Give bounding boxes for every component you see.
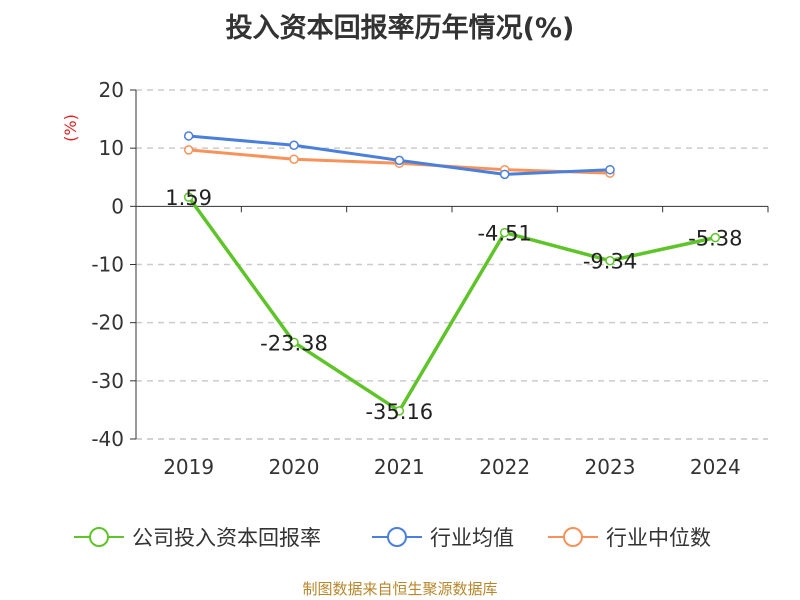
y-axis-label: (%) xyxy=(61,114,80,142)
series-line-0 xyxy=(187,196,716,413)
data-point xyxy=(394,155,405,166)
legend-marker-icon xyxy=(74,527,124,547)
legend-label: 行业均值 xyxy=(430,526,514,550)
data-point xyxy=(289,154,299,164)
legend-marker-icon xyxy=(372,527,422,547)
chart-title: 投入资本回报率历年情况(%) xyxy=(225,13,575,44)
legend-label: 公司投入资本回报率 xyxy=(132,526,321,550)
y-tick-label: -30 xyxy=(91,369,124,393)
y-tick-label: 0 xyxy=(111,194,124,218)
data-point xyxy=(183,145,194,155)
x-tick-label: 2023 xyxy=(585,455,636,479)
y-tick-label: 10 xyxy=(99,136,124,160)
data-label: -5.38 xyxy=(688,227,742,251)
legend-item-industry-mean[interactable]: 行业均值 xyxy=(370,521,514,553)
data-point xyxy=(289,337,299,348)
y-tick-label: -10 xyxy=(91,253,124,277)
data-point xyxy=(394,406,405,416)
y-tick-label: -20 xyxy=(91,311,124,335)
legend-item-company[interactable]: 公司投入资本回报率 xyxy=(72,521,321,553)
x-tick-label: 2020 xyxy=(269,455,320,479)
x-tick-label: 2024 xyxy=(690,455,741,479)
y-axis-ticks: 20 10 0 -10 -20 -30 -40 xyxy=(91,78,136,451)
data-label: -23.38 xyxy=(260,331,328,355)
data-point xyxy=(710,232,721,243)
gridlines xyxy=(136,89,768,440)
data-label: 1.59 xyxy=(165,186,212,210)
legend-item-industry-median[interactable]: 行业中位数 xyxy=(546,521,711,553)
legend-label: 行业中位数 xyxy=(606,526,711,550)
data-point xyxy=(605,255,615,266)
y-tick-label: -40 xyxy=(91,427,124,451)
x-tick-label: 2019 xyxy=(163,455,214,479)
x-axis-ticks: 2019 2020 2021 2022 2023 2024 xyxy=(163,455,741,479)
axes xyxy=(135,90,769,439)
data-label: -35.16 xyxy=(365,400,433,424)
legend: 公司投入资本回报率 行业均值 行业中位数 xyxy=(0,521,800,553)
data-point xyxy=(183,192,194,202)
data-point xyxy=(183,131,194,141)
series-layer xyxy=(183,131,721,416)
data-point xyxy=(499,169,510,180)
data-point xyxy=(499,227,510,238)
x-tick-label: 2022 xyxy=(479,455,530,479)
x-tick-label: 2021 xyxy=(374,455,425,479)
data-label: -4.51 xyxy=(477,222,531,246)
y-tick-label: 20 xyxy=(99,78,124,102)
data-point xyxy=(289,140,299,151)
source-note: 制图数据来自恒生聚源数据库 xyxy=(302,580,498,598)
data-point xyxy=(605,164,615,175)
legend-marker-icon xyxy=(548,527,598,547)
data-label: -9.34 xyxy=(583,250,637,274)
data-labels: 1.59 -23.38 -35.16 -4.51 -9.34 -5.38 xyxy=(165,186,742,424)
